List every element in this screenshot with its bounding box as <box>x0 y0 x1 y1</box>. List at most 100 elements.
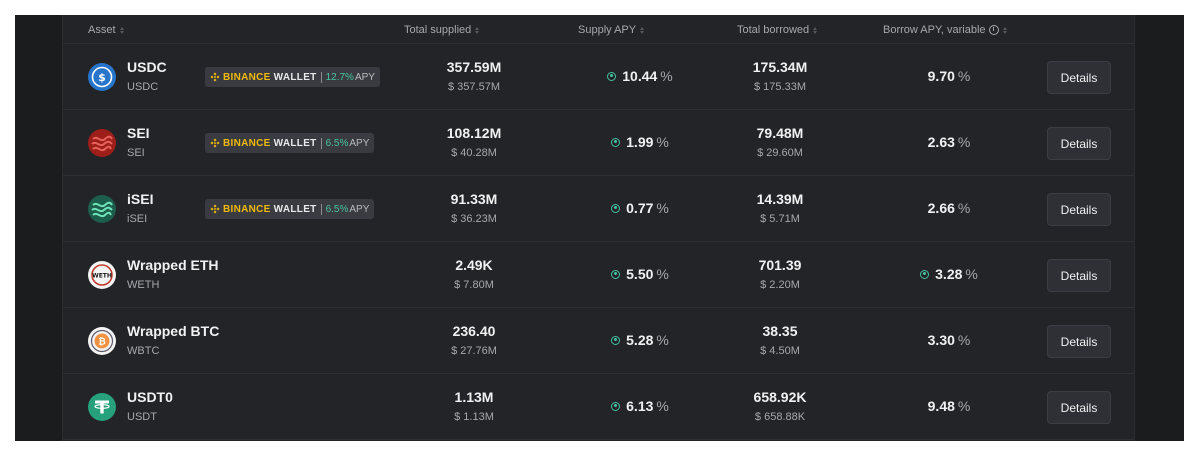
badge-wallet-text: WALLET <box>273 71 317 83</box>
borrow-apy-value: 3.28 <box>935 266 963 282</box>
percent-sign: % <box>957 68 971 84</box>
percent-sign: % <box>957 398 971 414</box>
usdc-icon: $ <box>88 63 116 91</box>
supply-apy: 5.28% <box>560 332 720 348</box>
total-supplied-value: 2.49K <box>455 257 493 273</box>
total-supplied-usd: $ 357.57M <box>448 81 500 93</box>
table-row[interactable]: WETH Wrapped ETH WETH 2.49K $ 7.80M 5.50… <box>63 242 1134 308</box>
table-header: Asset Total supplied Supply APY Total bo… <box>63 15 1134 44</box>
header-total-supplied[interactable]: Total supplied <box>404 24 480 36</box>
table-row[interactable]: USDT0 USDT 1.13M $ 1.13M 6.13% 658.92K $… <box>63 374 1134 440</box>
header-borrow-apy[interactable]: Borrow APY, variable i <box>883 24 1007 36</box>
percent-sign: % <box>656 332 669 348</box>
header-asset[interactable]: Asset <box>88 24 124 36</box>
header-asset-label: Asset <box>88 24 116 36</box>
details-button[interactable]: Details <box>1047 193 1111 226</box>
asset-name: SEI <box>127 125 150 141</box>
badge-divider <box>320 137 322 149</box>
incentive-icon[interactable] <box>607 71 617 81</box>
borrow-apy-value: 9.70 <box>927 68 955 84</box>
supply-apy-value: 10.44 <box>622 68 658 84</box>
header-total-borrowed-label: Total borrowed <box>737 24 810 36</box>
total-borrowed-usd: $ 29.60M <box>757 147 803 159</box>
header-borrow-apy-label: Borrow APY, variable <box>883 24 986 36</box>
badge-apy-label: APY <box>349 203 370 215</box>
table-row[interactable]: SEI SEI BINANCE WALLET 6.5% APY 108.12M … <box>63 110 1134 176</box>
badge-binance-text: BINANCE <box>223 203 271 215</box>
wbtc-logo-text: ₿ <box>98 337 105 348</box>
total-borrowed-value: 14.39M <box>756 191 804 207</box>
borrow-apy: 9.70% <box>869 68 1029 84</box>
borrow-apy-value: 2.66 <box>927 200 955 216</box>
total-borrowed-value: 79.48M <box>756 125 804 141</box>
incentive-icon[interactable] <box>611 137 621 147</box>
supply-apy-value: 5.28 <box>626 332 654 348</box>
badge-percent: % <box>345 71 354 83</box>
supply-apy: 10.44% <box>560 68 720 84</box>
incentive-icon[interactable] <box>611 335 621 345</box>
binance-icon <box>210 72 220 82</box>
badge-binance-text: BINANCE <box>223 137 271 149</box>
table-row[interactable]: $ USDC USDC BINANCE WALLET 12.7% APY 357… <box>63 44 1134 110</box>
borrow-apy-value: 3.30 <box>927 332 955 348</box>
asset-symbol: USDC <box>127 81 159 93</box>
binance-icon <box>210 138 220 148</box>
total-supplied-usd: $ 1.13M <box>454 411 494 423</box>
app-frame: Asset Total supplied Supply APY Total bo… <box>15 15 1184 441</box>
percent-sign: % <box>957 200 971 216</box>
percent-sign: % <box>957 134 971 150</box>
total-supplied-usd: $ 40.28M <box>451 147 497 159</box>
asset-symbol: WETH <box>127 279 160 291</box>
borrow-apy: 9.48% <box>869 398 1029 414</box>
total-supplied-value: 1.13M <box>454 389 494 405</box>
total-borrowed-usd: $ 4.50M <box>760 345 800 357</box>
details-button[interactable]: Details <box>1047 127 1111 160</box>
weth-icon: WETH <box>88 261 116 289</box>
total-supplied-value: 357.59M <box>446 59 502 75</box>
incentive-icon[interactable] <box>611 269 621 279</box>
asset-name: USDT0 <box>127 389 173 405</box>
total-borrowed-value: 658.92K <box>753 389 807 405</box>
header-total-borrowed[interactable]: Total borrowed <box>737 24 818 36</box>
details-button[interactable]: Details <box>1047 61 1111 94</box>
incentive-icon[interactable] <box>611 203 621 213</box>
asset-name: USDC <box>127 59 167 75</box>
binance-wallet-badge: BINANCE WALLET 6.5% APY <box>205 199 375 219</box>
sort-icon <box>640 26 645 34</box>
supply-apy-value: 5.50 <box>626 266 654 282</box>
total-borrowed-value: 175.34M <box>752 59 808 75</box>
asset-symbol: SEI <box>127 147 145 159</box>
asset-name: iSEI <box>127 191 154 207</box>
table-row[interactable]: iSEI iSEI BINANCE WALLET 6.5% APY 91.33M… <box>63 176 1134 242</box>
badge-wallet-text: WALLET <box>273 203 317 215</box>
sort-icon <box>1002 26 1007 34</box>
percent-sign: % <box>660 68 673 84</box>
percent-sign: % <box>965 266 978 282</box>
badge-divider <box>320 71 322 83</box>
details-button[interactable]: Details <box>1047 391 1111 424</box>
total-borrowed-usd: $ 658.88K <box>754 411 806 423</box>
percent-sign: % <box>656 398 669 414</box>
header-supply-apy[interactable]: Supply APY <box>578 24 645 36</box>
total-supplied-value: 236.40 <box>452 323 496 339</box>
info-icon[interactable]: i <box>988 25 999 35</box>
sei-icon <box>88 129 116 157</box>
wbtc-icon: ₿ <box>88 327 116 355</box>
total-borrowed-usd: $ 2.20M <box>760 279 800 291</box>
sort-icon <box>475 26 480 34</box>
total-supplied-value: 108.12M <box>446 125 502 141</box>
details-button[interactable]: Details <box>1047 325 1111 358</box>
binance-icon <box>210 204 220 214</box>
incentive-icon[interactable] <box>920 269 930 279</box>
table-row[interactable]: ₿ Wrapped BTC WBTC 236.40 $ 27.76M 5.28%… <box>63 308 1134 374</box>
asset-symbol: iSEI <box>127 213 148 225</box>
details-button[interactable]: Details <box>1047 259 1111 292</box>
binance-wallet-badge: BINANCE WALLET 6.5% APY <box>205 133 375 153</box>
asset-name: Wrapped ETH <box>127 257 219 273</box>
header-supply-apy-label: Supply APY <box>578 24 637 36</box>
total-borrowed-usd: $ 5.71M <box>760 213 800 225</box>
badge-apy-value: 12.7 <box>325 71 346 83</box>
incentive-icon[interactable] <box>611 401 621 411</box>
percent-sign: % <box>656 134 669 150</box>
supply-apy: 6.13% <box>560 398 720 414</box>
